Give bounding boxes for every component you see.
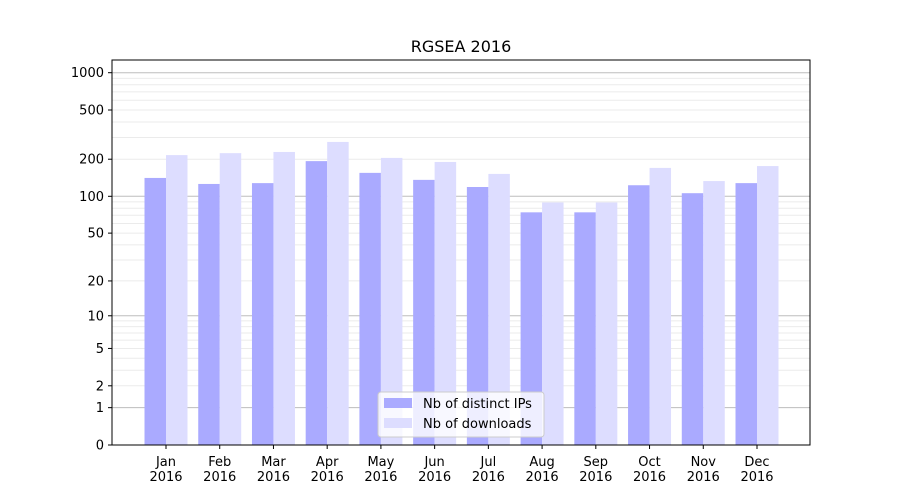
bar-distinct-ips [198,183,220,445]
x-tick-label: Jun 2016 [418,455,451,485]
y-tick-label: 2 [96,379,104,394]
bar-distinct-ips [628,185,650,445]
bar-downloads [166,155,188,445]
bar-downloads [219,153,242,446]
legend-swatch [384,398,412,408]
legend-label: Nb of downloads [423,417,532,432]
bar-downloads [649,167,672,445]
bar-downloads [273,151,295,445]
x-tick-label: Apr 2016 [311,455,344,485]
bar-distinct-ips [574,212,596,445]
x-tick-label: Dec 2016 [740,455,773,485]
x-tick-label: Jul 2016 [472,455,505,485]
y-tick-label: 50 [87,227,104,242]
plot-frame [111,59,811,446]
y-tick-label: 1000 [71,66,104,81]
legend-label: Nb of distinct IPs [423,397,532,412]
x-tick-label: Mar 2016 [257,455,290,485]
y-tick-label: 5 [96,342,104,357]
y-tick-label: 100 [79,190,104,205]
bar-distinct-ips [413,179,435,446]
bar-distinct-ips [359,172,381,446]
y-tick-label: 200 [79,153,104,168]
bar-distinct-ips [520,212,543,445]
x-tick-label: Oct 2016 [633,455,666,485]
y-tick-label: 0 [96,439,104,454]
x-tick-label: Aug 2016 [526,455,559,485]
x-tick-label: Nov 2016 [687,455,720,485]
legend-box [377,391,545,438]
bar-distinct-ips [735,183,757,446]
bar-distinct-ips [681,193,704,445]
bar-downloads [327,141,349,445]
x-tick-label: May 2016 [364,455,397,485]
y-tick-label: 10 [87,309,104,324]
chart-title: RGSEA 2016 [411,37,512,56]
bar-distinct-ips [251,183,274,446]
bar-distinct-ips [305,161,328,445]
y-tick-label: 20 [87,274,104,289]
y-tick-label: 1 [96,401,104,416]
bar-downloads [757,166,779,446]
x-tick-label: Feb 2016 [203,455,236,485]
legend: Nb of distinct IPs Nb of downloads [377,391,545,438]
bar-downloads [542,202,564,445]
bar-downloads [488,173,510,445]
x-tick-label: Jan 2016 [149,455,182,485]
x-tick-label: Sep 2016 [579,455,612,485]
bar-downloads [434,161,457,445]
legend-swatch [384,418,412,428]
bar-distinct-ips [466,187,489,446]
bar-downloads [595,202,618,445]
bar-downloads [703,181,725,445]
y-tick-label: 500 [79,103,104,118]
bar-downloads [380,157,403,445]
bar-distinct-ips [144,177,166,445]
